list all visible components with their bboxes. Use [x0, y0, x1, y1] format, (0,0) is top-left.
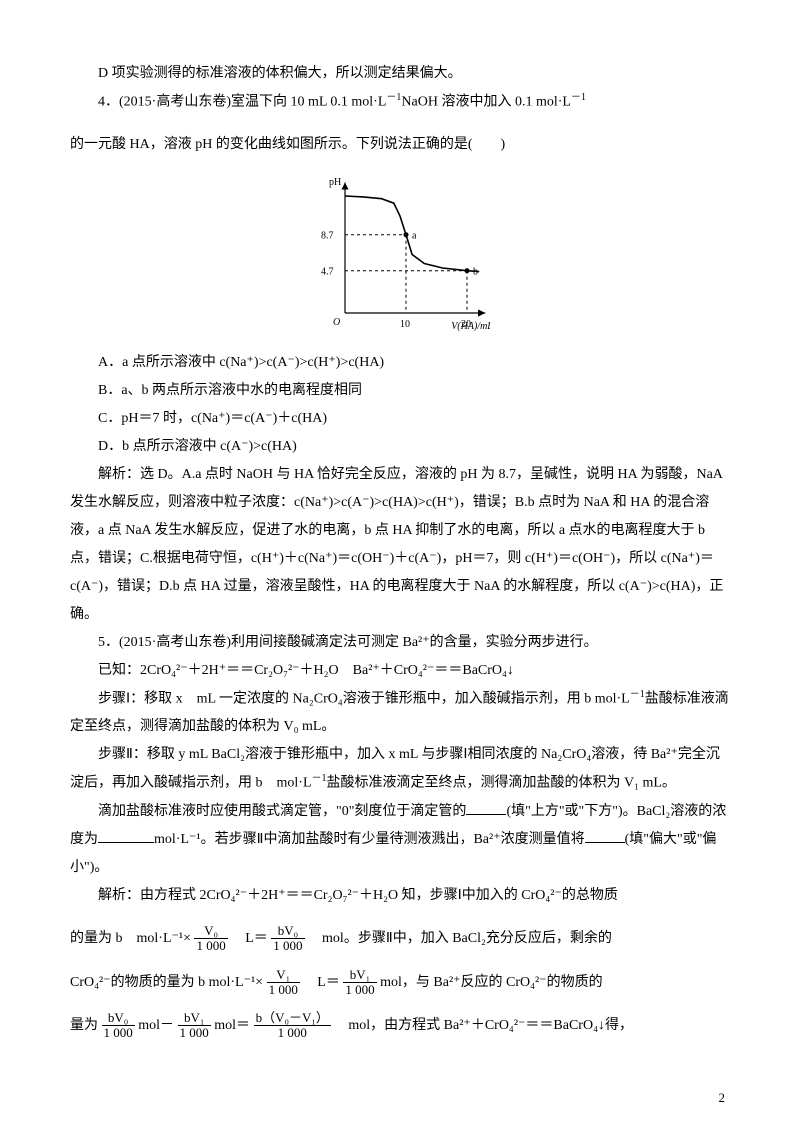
- fraction: bV₁1 000: [343, 968, 376, 998]
- ph-curve-chart: pHV(HA)/mLO4.78.71020ab: [70, 173, 730, 344]
- blank-position: [466, 800, 506, 815]
- fraction: bV₀1 000: [102, 1011, 135, 1041]
- page-content: D 项实验测得的标准溶液的体积偏大，所以测定结果偏大。 4．(2015·高考山东…: [0, 0, 800, 1095]
- q4-explanation: 解析：选 D。A.a 点时 NaOH 与 HA 恰好完全反应，溶液的 pH 为 …: [70, 467, 723, 622]
- q5-explain-line2: 的量为 b mol·L⁻¹× V₀1 000 L＝ bV₀1 000 mol。步…: [70, 924, 730, 954]
- fraction: b（V₀－V₁）1 000: [254, 1011, 331, 1041]
- option-a: A．a 点所示溶液中 c(Na⁺)>c(A⁻)>c(H⁺)>c(HA): [98, 355, 384, 370]
- svg-text:20: 20: [461, 319, 471, 330]
- fraction: V₁1 000: [267, 968, 300, 998]
- page-number: 2: [719, 1090, 726, 1106]
- q5-step2: 步骤Ⅱ：移取 y mL BaCl₂溶液于锥形瓶中，加入 x mL 与步骤Ⅰ相同浓…: [70, 741, 730, 798]
- q5-explain-lead: 解析：由方程式 2CrO₄²⁻＋2H⁺＝＝Cr₂O₇²⁻＋H₂O 知，步骤Ⅰ中加…: [98, 888, 618, 903]
- option-b: B．a、b 两点所示溶液中水的电离程度相同: [98, 383, 362, 398]
- svg-text:8.7: 8.7: [321, 230, 334, 241]
- svg-text:a: a: [412, 230, 417, 241]
- blank-concentration: [98, 828, 154, 843]
- option-d: D．b 点所示溶液中 c(A⁻)>c(HA): [98, 439, 297, 454]
- svg-text:4.7: 4.7: [321, 266, 334, 277]
- q4-stem-cont: 的一元酸 HA，溶液 pH 的变化曲线如图所示。下列说法正确的是( ): [70, 131, 730, 159]
- fraction: bV₁1 000: [178, 1011, 211, 1041]
- option-c: C．pH＝7 时，c(Na⁺)＝c(A⁻)＋c(HA): [98, 411, 327, 426]
- q5-stem: 5．(2015·高考山东卷)利用间接酸碱滴定法可测定 Ba²⁺的含量，实验分两步…: [98, 635, 598, 650]
- ph-curve-svg: pHV(HA)/mLO4.78.71020ab: [310, 173, 490, 333]
- q5-explain-line4: 量为 bV₀1 000 mol－ bV₁1 000 mol＝ b（V₀－V₁）1…: [70, 1011, 730, 1041]
- fraction: bV₀1 000: [271, 924, 304, 954]
- q4-stem: 4．(2015·高考山东卷)室温下向 10 mL 0.1 mol·L－1NaOH…: [70, 88, 730, 117]
- q5-step1: 步骤Ⅰ：移取 x mL 一定浓度的 Na₂CrO₄溶液于锥形瓶中，加入酸碱指示剂…: [70, 685, 730, 742]
- q5-explain-line3: CrO₄²⁻的物质的量为 b mol·L⁻¹× V₁1 000 L＝ bV₁1 …: [70, 968, 730, 998]
- svg-text:pH: pH: [329, 177, 341, 188]
- blank-bias: [585, 828, 625, 843]
- d-conclusion-text: D 项实验测得的标准溶液的体积偏大，所以测定结果偏大。: [98, 66, 462, 81]
- q5-known: 已知：2CrO₄²⁻＋2H⁺＝＝Cr₂O₇²⁻＋H₂O Ba²⁺＋CrO₄²⁻＝…: [98, 663, 514, 678]
- svg-text:10: 10: [400, 319, 410, 330]
- svg-text:O: O: [333, 317, 340, 328]
- fraction: V₀1 000: [194, 924, 227, 954]
- q5-ask: 滴加盐酸标准液时应使用酸式滴定管，"0"刻度位于滴定管的(填"上方"或"下方")…: [70, 798, 730, 882]
